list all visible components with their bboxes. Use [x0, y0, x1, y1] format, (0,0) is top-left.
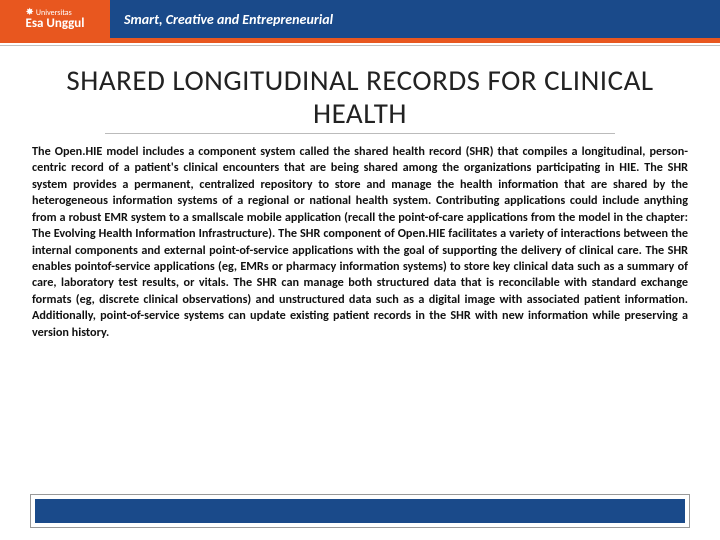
- footer-outer-box: [30, 494, 690, 528]
- footer: [30, 494, 690, 532]
- logo-line2: Esa Unggul: [26, 17, 85, 31]
- slide: ✸Universitas Esa Unggul Smart, Creative …: [0, 0, 720, 540]
- title-underline: [105, 133, 615, 134]
- page-title: SHARED LONGITUDINAL RECORDS FOR CLINICAL…: [30, 64, 690, 131]
- body-paragraph: The Open.HIE model includes a component …: [30, 144, 690, 342]
- footer-inner-bar: [35, 499, 685, 523]
- header-bar: ✸Universitas Esa Unggul Smart, Creative …: [0, 0, 720, 38]
- orange-strip: [0, 38, 720, 43]
- logo-box: ✸Universitas Esa Unggul: [0, 0, 110, 38]
- logo-text-wrap: ✸Universitas Esa Unggul: [26, 7, 85, 31]
- tagline: Smart, Creative and Entrepreneurial: [124, 11, 333, 28]
- content-area: SHARED LONGITUDINAL RECORDS FOR CLINICAL…: [0, 46, 720, 341]
